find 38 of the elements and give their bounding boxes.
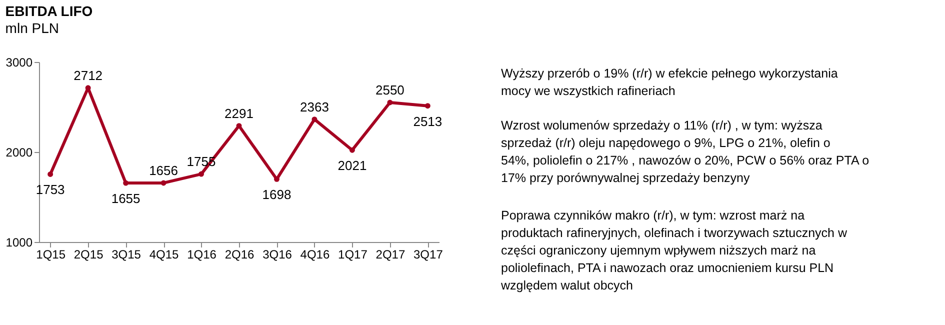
x-tick-label: 3Q17 xyxy=(414,248,444,262)
chart-subtitle: mln PLN xyxy=(5,20,59,36)
y-tick-label: 3000 xyxy=(6,56,33,70)
x-tick-label: 4Q15 xyxy=(149,248,180,262)
data-label: 1753 xyxy=(36,182,65,198)
text: Wzrost wolumenów sprzedaży o 11% (r/r) , w tym: wyższa sprzedaż (r/r) oleju napędowego o 9%, LPG o 21%, olefin o 54%, poliolefin o 217% , nawozów o 20%, PCW o 56% oraz PTA o 17% przy porównywalnej sprzedaży benzyny xyxy=(501,118,870,185)
data-label: 2712 xyxy=(74,68,103,83)
point xyxy=(236,123,242,129)
data-label: 1655 xyxy=(111,191,140,206)
x-tick-label: 3Q15 xyxy=(112,248,142,262)
data-label: 2550 xyxy=(375,82,404,98)
x-tick-label: 2Q15 xyxy=(74,248,104,262)
data-label: 2291 xyxy=(224,106,254,121)
point xyxy=(160,180,166,186)
point xyxy=(198,171,204,177)
text: Poprawa czynników makro (r/r), w tym: wzrost marż na produktach rafineryjnych, olefinach i tworzywach sztucznych w części ograniczony ujemnym wpływem niższych marż na poliolefinach, PTA i nawozach oraz umocnieniem kursu PLN względem walut obcych xyxy=(500,208,848,292)
data-label: 2363 xyxy=(300,99,329,114)
chart-title: EBITDA LIFO xyxy=(5,3,93,19)
x-tick-label: 2Q17 xyxy=(376,248,406,262)
x-tick-label: 3Q16 xyxy=(262,248,292,262)
data-label: 1698 xyxy=(262,187,292,202)
point xyxy=(349,147,355,153)
x-tick-label: 1Q15 xyxy=(36,248,66,262)
x-tick-label: 1Q16 xyxy=(187,248,217,262)
data-label: 2513 xyxy=(413,114,442,129)
x-tick-label: 2Q16 xyxy=(224,248,254,262)
point xyxy=(312,116,318,122)
x-tick-label: 4Q16 xyxy=(300,248,330,262)
point xyxy=(123,180,129,186)
y-tick-label: 2000 xyxy=(6,146,33,160)
y-tick-label: 1000 xyxy=(6,236,33,250)
data-label: 1656 xyxy=(149,162,178,178)
point xyxy=(48,171,54,177)
x-tick-label: 1Q17 xyxy=(338,248,368,262)
point xyxy=(424,103,430,109)
data-label: 2021 xyxy=(338,158,367,174)
point xyxy=(387,100,393,106)
text: Wyższy przerób o 19% (r/r) w efekcie pełnego wykorzystania mocy we wszystkich rafineriach xyxy=(501,66,838,98)
